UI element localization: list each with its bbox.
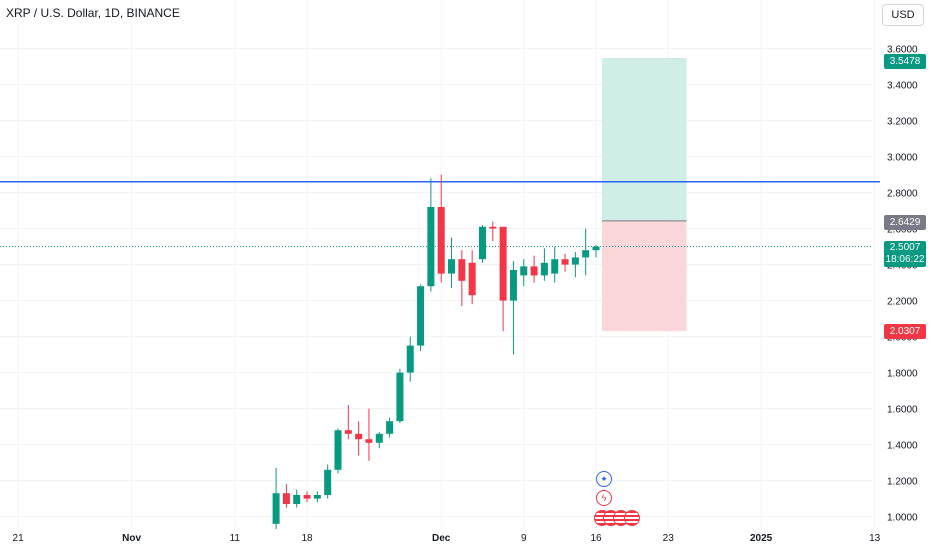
y-axis-tick-label: 2.2000 xyxy=(887,297,918,308)
x-axis-tick-label: 18 xyxy=(301,533,313,544)
y-axis-tick-label: 1.4000 xyxy=(887,441,918,452)
y-axis-tick-label: 1.6000 xyxy=(887,405,918,416)
candle-body xyxy=(561,259,569,265)
candle-body xyxy=(386,421,394,434)
candle-body xyxy=(489,226,497,229)
candle-body xyxy=(293,495,301,504)
candle-body xyxy=(520,266,528,276)
x-axis-tick-label: 21 xyxy=(13,533,25,544)
stop-price-label: 2.0307 xyxy=(884,324,926,339)
x-axis-tick-label: 13 xyxy=(869,533,881,544)
candle-body xyxy=(551,259,559,274)
candle-body xyxy=(540,262,548,276)
countdown-timer: 18:06:22 xyxy=(885,254,925,265)
x-axis-tick-label: 9 xyxy=(521,533,527,544)
us-flag-event-icon[interactable] xyxy=(624,510,640,526)
x-axis-tick-label: Dec xyxy=(432,533,451,544)
candle-body xyxy=(592,246,600,251)
candle-body xyxy=(478,226,486,260)
candle-body xyxy=(272,493,280,524)
candle-body xyxy=(406,345,414,373)
candle-body xyxy=(344,430,352,434)
candle-body xyxy=(499,226,507,301)
candle-body xyxy=(582,250,590,258)
candle-body xyxy=(571,257,579,265)
candle-body xyxy=(530,266,538,276)
y-axis-tick-label: 2.8000 xyxy=(887,189,918,200)
y-axis-tick-label: 1.2000 xyxy=(887,477,918,488)
x-axis-tick-label: 2025 xyxy=(750,533,773,544)
candle-body xyxy=(448,259,456,274)
candle-body xyxy=(468,262,476,296)
candle-body xyxy=(458,259,466,281)
profit-zone xyxy=(602,57,687,221)
y-axis-tick-label: 3.6000 xyxy=(887,45,918,56)
y-axis-tick-label: 3.4000 xyxy=(887,81,918,92)
currency-button[interactable]: USD xyxy=(882,4,924,26)
candle-body xyxy=(509,270,517,301)
candle-body xyxy=(396,372,404,422)
last-price-label: 2.5007 18:06:22 xyxy=(884,241,926,267)
bolt-event-icon[interactable]: ϟ xyxy=(596,490,612,506)
candle-body xyxy=(324,469,332,495)
y-axis-tick-label: 3.0000 xyxy=(887,153,918,164)
last-price-value: 2.5007 xyxy=(889,242,921,253)
candle-body xyxy=(282,493,290,504)
y-axis-tick-label: 1.0000 xyxy=(887,513,918,524)
x-axis-tick-label: 23 xyxy=(663,533,675,544)
candle-body xyxy=(355,433,363,440)
chart-title: XRP / U.S. Dollar, 1D, BINANCE xyxy=(6,6,180,20)
y-axis-tick-label: 2.6000 xyxy=(887,225,918,236)
x-axis-tick-label: 11 xyxy=(230,533,241,544)
y-axis-tick-label: 3.2000 xyxy=(887,117,918,128)
candle-body xyxy=(437,207,445,274)
candle-body xyxy=(417,286,425,346)
star-event-icon[interactable]: ✦ xyxy=(596,471,612,487)
candle-body xyxy=(334,430,342,470)
x-axis-tick-label: 16 xyxy=(590,533,602,544)
candle-body xyxy=(427,207,435,287)
x-axis-tick-label: Nov xyxy=(122,533,141,544)
y-axis-tick-label: 1.8000 xyxy=(887,369,918,380)
entry-price-label: 2.6429 xyxy=(884,215,926,230)
candle-body xyxy=(313,495,321,499)
candle-body xyxy=(375,433,383,443)
loss-zone xyxy=(602,220,687,332)
candle-body xyxy=(303,495,311,499)
candle-body xyxy=(365,439,373,443)
target-price-label: 3.5478 xyxy=(884,54,926,69)
